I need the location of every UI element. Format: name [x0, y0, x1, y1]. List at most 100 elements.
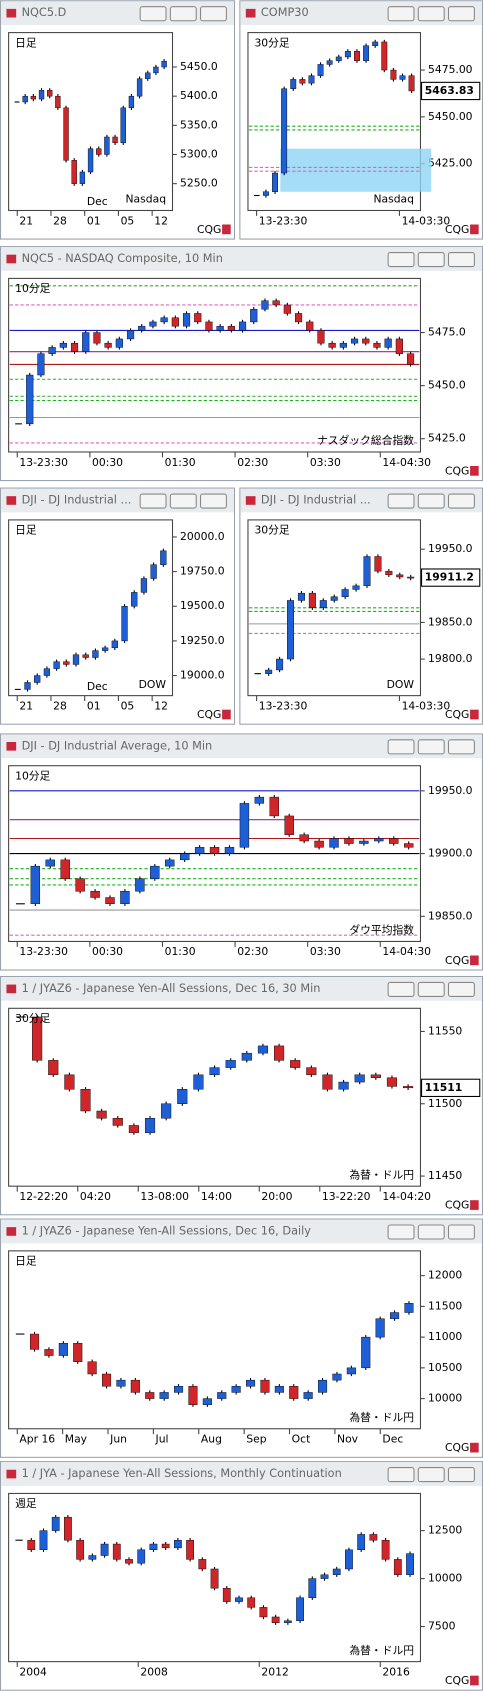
candle — [247, 1597, 256, 1608]
window-button[interactable] — [417, 493, 445, 509]
candle — [389, 838, 399, 844]
candle — [150, 865, 160, 879]
candle — [112, 1117, 123, 1126]
window-icon — [245, 496, 256, 505]
candle — [80, 1089, 91, 1112]
window-button[interactable] — [417, 1224, 445, 1240]
window-button[interactable] — [139, 493, 167, 509]
candle — [384, 338, 392, 348]
candle — [407, 576, 415, 579]
candle — [308, 1578, 317, 1598]
window-button[interactable] — [447, 1224, 475, 1240]
x-tick-label: 14-03:30 — [402, 699, 451, 712]
note-label: ナスダック総合指数 — [317, 434, 414, 447]
window-button[interactable] — [387, 739, 415, 755]
window-button[interactable] — [387, 493, 415, 509]
candle — [281, 88, 288, 174]
candle — [209, 1067, 220, 1076]
candle — [161, 1103, 172, 1119]
window-button[interactable] — [169, 6, 197, 22]
y-tick-label: 19950.0 — [428, 784, 473, 797]
candle — [290, 1060, 301, 1068]
window-button[interactable] — [447, 493, 475, 509]
candle — [217, 1392, 227, 1399]
window-button[interactable] — [447, 251, 475, 268]
candle — [87, 1361, 97, 1375]
candle — [216, 325, 224, 331]
x-tick-label: Aug — [201, 1433, 222, 1446]
window-button[interactable] — [387, 6, 415, 22]
window-button[interactable] — [387, 1224, 415, 1240]
candle — [390, 1312, 400, 1319]
candle — [299, 834, 309, 842]
window-button[interactable] — [417, 1467, 445, 1483]
candle — [179, 853, 190, 861]
note-label: 為替・ドル円 — [349, 1644, 414, 1657]
logo-mark — [470, 955, 479, 966]
window-button[interactable] — [417, 251, 445, 268]
window-button[interactable] — [199, 493, 227, 509]
window-button[interactable] — [447, 981, 475, 997]
y-tick-label: 10000 — [428, 1392, 462, 1405]
candle — [104, 342, 112, 348]
candle — [261, 300, 269, 310]
window-button[interactable] — [139, 6, 167, 22]
plot-area — [8, 1007, 422, 1187]
candle — [222, 1587, 231, 1602]
candle — [306, 1067, 317, 1076]
candle — [375, 1318, 385, 1338]
candle — [112, 1543, 121, 1560]
candle — [126, 330, 135, 340]
window-button[interactable] — [387, 1467, 415, 1483]
candle — [287, 600, 295, 660]
candle — [338, 1081, 349, 1090]
x-tick-label: 05 — [121, 214, 135, 227]
candle — [104, 136, 110, 155]
window-button[interactable] — [447, 6, 475, 22]
window-button[interactable] — [417, 981, 445, 997]
price-tag-box — [421, 568, 481, 587]
candle — [160, 317, 168, 323]
window-button[interactable] — [199, 6, 227, 22]
period-label: 日足 — [15, 36, 37, 49]
window-button[interactable] — [447, 1467, 475, 1483]
candle — [320, 1574, 329, 1579]
candle — [393, 1559, 402, 1575]
candle — [82, 654, 89, 658]
period-label: 10分足 — [15, 770, 50, 783]
candle — [269, 796, 279, 817]
candle — [296, 1597, 304, 1622]
candle — [149, 321, 157, 327]
candle — [363, 556, 371, 587]
x-tick-label: 28 — [53, 699, 67, 712]
window-button[interactable] — [417, 6, 445, 22]
window-icon — [6, 984, 17, 994]
x-tick-label: 13-22:20 — [322, 1190, 371, 1203]
x-tick-label: 20:00 — [261, 1190, 292, 1203]
logo-mark — [470, 709, 479, 720]
candle — [271, 1616, 280, 1623]
candle — [246, 1379, 256, 1387]
candle — [359, 840, 369, 844]
window-button[interactable] — [447, 739, 475, 755]
candle — [329, 838, 339, 848]
x-tick-label: 13-23:30 — [259, 214, 308, 227]
zone — [280, 148, 432, 192]
x-tick-label: 01 — [87, 214, 101, 227]
window-button[interactable] — [387, 251, 415, 268]
window-button[interactable] — [417, 739, 445, 755]
candle — [370, 1074, 381, 1078]
x-tick-label: 28 — [53, 214, 67, 227]
y-tick-label: 20000.0 — [180, 530, 225, 543]
plot-area — [8, 277, 422, 453]
candle — [390, 69, 397, 80]
y-tick-label: 5425.0 — [428, 432, 466, 445]
window-button[interactable] — [169, 493, 197, 509]
period-label: 日足 — [15, 524, 37, 537]
logo-mark — [470, 224, 479, 235]
y-tick-label: 10500 — [428, 1361, 462, 1374]
candle — [210, 1568, 219, 1589]
candle — [339, 342, 347, 348]
window-button[interactable] — [387, 981, 415, 997]
logo: CQG — [197, 223, 221, 236]
